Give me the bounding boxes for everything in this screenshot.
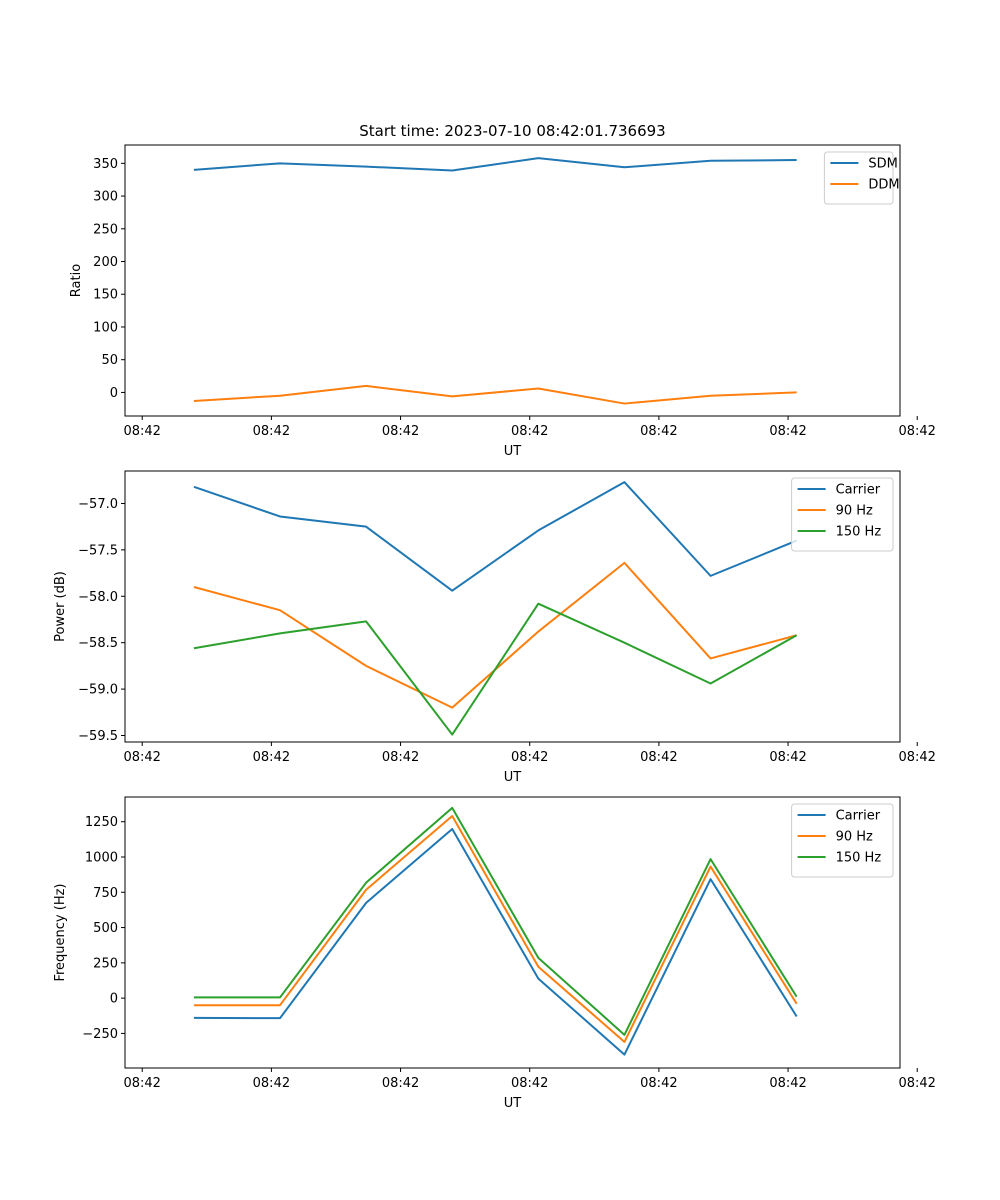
series-line-90-hz: [193, 561, 797, 709]
y-tick-label: 350: [93, 157, 118, 172]
x-tick-label: 08:42: [382, 750, 419, 765]
x-tick-label: 08:42: [898, 750, 935, 765]
y-axis-label: Ratio: [69, 264, 84, 297]
y-tick-label: 1000: [85, 850, 118, 865]
y-tick-label: 200: [93, 255, 118, 270]
x-tick-label: 08:42: [382, 1076, 419, 1091]
series-line-carrier: [193, 481, 798, 592]
legend-box: [791, 477, 894, 552]
chart-panel-3: 08:42 08:42 08:42 08:42 08:42 08:42 08:42 −250 0…: [53, 796, 936, 1111]
series-line-90-hz: [193, 815, 798, 1043]
x-tick-label: 08:42: [253, 1076, 290, 1091]
y-tick-label: 0: [110, 386, 118, 401]
y-tick-label: 50: [101, 353, 118, 368]
legend: Carrier 90 Hz 150 Hz: [791, 477, 894, 552]
y-tick-label: 250: [93, 956, 118, 971]
x-tick-label: 08:42: [769, 424, 806, 439]
y-tick-label: −59.5: [78, 729, 118, 744]
legend-entry-label: Carrier: [836, 809, 881, 824]
x-axis-label: UT: [504, 1096, 522, 1111]
chart-title: Start time: 2023-07-10 08:42:01.736693: [359, 122, 665, 140]
y-axis-label: Power (dB): [53, 571, 68, 642]
legend-box: [823, 151, 894, 205]
x-tick-label: 08:42: [511, 750, 548, 765]
legend-entry-label: SDM: [868, 157, 897, 172]
y-tick-label: −58.0: [78, 590, 118, 605]
x-tick-label: 08:42: [640, 424, 677, 439]
x-tick-label: 08:42: [123, 750, 160, 765]
y-tick-label: −57.5: [78, 543, 118, 558]
x-tick-label: 08:42: [769, 750, 806, 765]
y-tick-label: −58.5: [78, 636, 118, 651]
series-line-ddm: [193, 384, 797, 405]
x-tick-label: 08:42: [123, 424, 160, 439]
x-tick-label: 08:42: [511, 424, 548, 439]
y-tick-label: 500: [93, 921, 118, 936]
y-tick-label: 250: [93, 222, 118, 237]
y-tick-label: −59.0: [78, 683, 118, 698]
legend-entry-label: 90 Hz: [836, 504, 873, 519]
y-tick-label: −250: [82, 1027, 118, 1042]
legend-box: [791, 803, 894, 878]
x-tick-label: 08:42: [640, 1076, 677, 1091]
y-axis-label: Frequency (Hz): [53, 883, 68, 981]
x-tick-label: 08:42: [511, 1076, 548, 1091]
legend-entry-label: Carrier: [836, 483, 881, 498]
chart-panel-2: 08:42 08:42 08:42 08:42 08:42 08:42 08:42 −57.0…: [53, 470, 936, 785]
x-tick-label: 08:42: [898, 424, 935, 439]
x-tick-label: 08:42: [769, 1076, 806, 1091]
x-tick-label: 08:42: [123, 1076, 160, 1091]
x-tick-label: 08:42: [253, 424, 290, 439]
x-tick-label: 08:42: [382, 424, 419, 439]
series-line-150-hz: [193, 806, 798, 1036]
legend-entry-label: DDM: [868, 178, 899, 193]
x-tick-label: 08:42: [898, 1076, 935, 1091]
y-tick-label: −57.0: [78, 497, 118, 512]
y-tick-label: 300: [93, 190, 118, 205]
legend: SDM DDM: [823, 151, 900, 205]
axes-frame: [124, 470, 901, 743]
axes-frame: [124, 796, 901, 1069]
series-line-150-hz: [193, 602, 798, 736]
chart-panel-1: 08:42 08:42 08:42 08:42 08:42 08:42 08:42 0 50 10…: [69, 122, 936, 459]
x-tick-label: 08:42: [640, 750, 677, 765]
series-line-carrier: [193, 828, 798, 1056]
axes-frame: [124, 144, 901, 417]
series-line-sdm: [193, 157, 797, 172]
y-tick-label: 100: [93, 320, 118, 335]
y-tick-label: 750: [93, 886, 118, 901]
x-axis-label: UT: [504, 444, 522, 459]
legend-entry-label: 150 Hz: [836, 851, 882, 866]
y-tick-label: 1250: [85, 815, 118, 830]
legend: Carrier 90 Hz 150 Hz: [791, 803, 894, 878]
legend-entry-label: 150 Hz: [836, 525, 882, 540]
legend-entry-label: 90 Hz: [836, 830, 873, 845]
y-tick-label: 150: [93, 288, 118, 303]
x-axis-label: UT: [504, 770, 522, 785]
y-tick-label: 0: [110, 992, 118, 1007]
x-tick-label: 08:42: [253, 750, 290, 765]
